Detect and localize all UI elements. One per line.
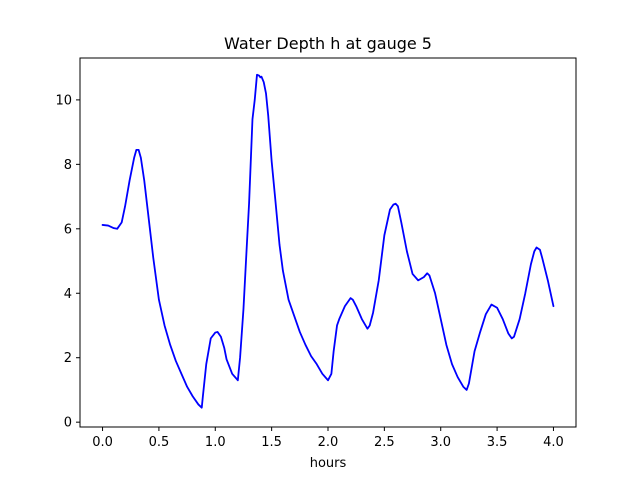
chart-title: Water Depth h at gauge 5	[224, 34, 432, 53]
series-line-0	[101, 73, 555, 409]
y-tick-label: 0	[64, 416, 72, 431]
x-tick-label: 2.0	[318, 435, 339, 450]
series-layer	[101, 73, 555, 409]
x-tick-label: 1.5	[261, 435, 282, 450]
x-tick-label: 3.0	[430, 435, 451, 450]
x-tick-label: 4.0	[543, 435, 564, 450]
x-tick-label: 0.5	[149, 435, 170, 450]
x-tick-label: 1.0	[205, 435, 226, 450]
y-tick-label: 8	[64, 158, 72, 173]
x-axis: 0.0 0.5 1.0 1.5 2.0 2.5 3.0 3.5 4.0	[92, 427, 564, 450]
axes-frame	[79, 57, 577, 428]
x-tick-label: 0.0	[92, 435, 113, 450]
y-tick-label: 2	[64, 351, 72, 366]
x-tick-label: 2.5	[374, 435, 395, 450]
y-tick-label: 10	[55, 93, 72, 108]
x-tick-label: 3.5	[487, 435, 508, 450]
y-tick-label: 4	[64, 287, 72, 302]
y-axis: 0 2 4 6 8 10	[55, 93, 80, 431]
x-axis-label: hours	[310, 456, 347, 471]
y-tick-label: 6	[64, 222, 72, 237]
